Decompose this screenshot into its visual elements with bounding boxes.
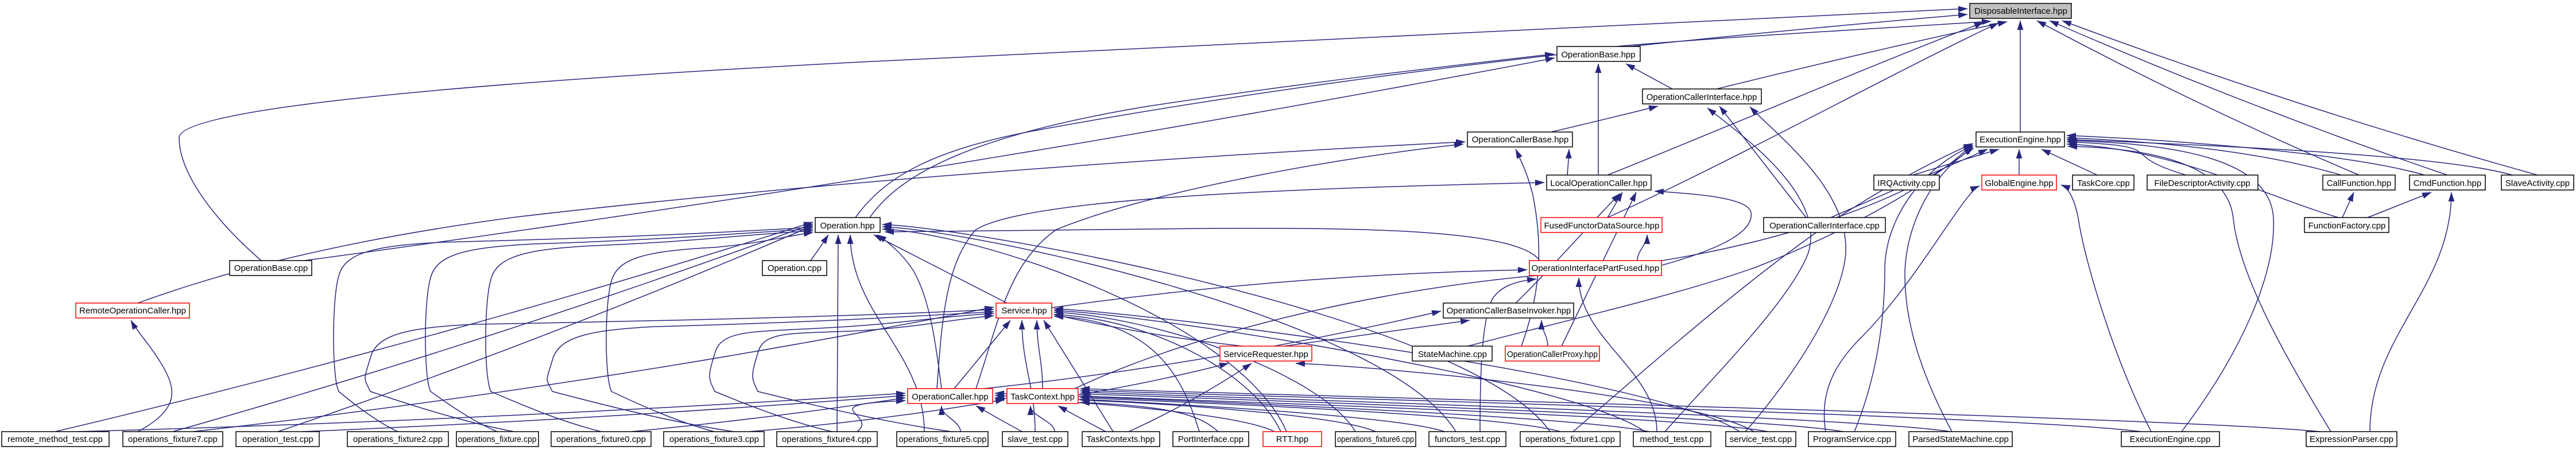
svg-text:Operation.hpp: Operation.hpp <box>820 221 874 231</box>
svg-text:operations_fixture2.cpp: operations_fixture2.cpp <box>353 435 443 444</box>
svg-text:Service.hpp: Service.hpp <box>1001 306 1047 316</box>
svg-text:OperationCallerBase.hpp: OperationCallerBase.hpp <box>1472 135 1568 145</box>
svg-text:GlobalEngine.hpp: GlobalEngine.hpp <box>1985 179 2053 188</box>
svg-text:OperationCaller.hpp: OperationCaller.hpp <box>912 392 988 402</box>
svg-text:ParsedStateMachine.cpp: ParsedStateMachine.cpp <box>1912 435 2009 444</box>
svg-text:ExecutionEngine.hpp: ExecutionEngine.hpp <box>1980 135 2061 145</box>
svg-text:operations_fixture6.cpp: operations_fixture6.cpp <box>1337 435 1414 444</box>
svg-text:Operation.cpp: Operation.cpp <box>768 263 822 273</box>
svg-text:OperationInterfacePartFused.hp: OperationInterfacePartFused.hpp <box>1532 263 1660 273</box>
svg-text:operation_test.cpp: operation_test.cpp <box>242 435 313 444</box>
svg-text:PortInterface.cpp: PortInterface.cpp <box>1178 435 1244 444</box>
svg-text:operations_fixture7.cpp: operations_fixture7.cpp <box>128 435 218 444</box>
svg-text:ExecutionEngine.cpp: ExecutionEngine.cpp <box>2130 435 2211 444</box>
svg-text:ExpressionParser.cpp: ExpressionParser.cpp <box>2310 435 2393 444</box>
svg-text:DisposableInterface.hpp: DisposableInterface.hpp <box>1974 6 2067 16</box>
svg-text:FusedFunctorDataSource.hpp: FusedFunctorDataSource.hpp <box>1544 221 1660 231</box>
svg-text:slave_test.cpp: slave_test.cpp <box>1008 435 1063 444</box>
svg-text:StateMachine.cpp: StateMachine.cpp <box>1418 350 1487 359</box>
svg-text:method_test.cpp: method_test.cpp <box>1640 435 1704 444</box>
svg-text:IRQActivity.cpp: IRQActivity.cpp <box>1877 179 1935 188</box>
svg-text:LocalOperationCaller.hpp: LocalOperationCaller.hpp <box>1550 179 1647 188</box>
svg-text:SlaveActivity.cpp: SlaveActivity.cpp <box>2505 179 2570 188</box>
svg-text:operations_fixture4.cpp: operations_fixture4.cpp <box>782 435 871 444</box>
svg-text:functors_test.cpp: functors_test.cpp <box>1435 435 1500 444</box>
svg-text:TaskContexts.hpp: TaskContexts.hpp <box>1086 435 1155 444</box>
svg-text:OperationCallerInterface.cpp: OperationCallerInterface.cpp <box>1769 221 1880 231</box>
svg-text:remote_method_test.cpp: remote_method_test.cpp <box>7 435 103 444</box>
svg-text:OperationBase.hpp: OperationBase.hpp <box>1561 50 1635 60</box>
svg-text:operations_fixture.cpp: operations_fixture.cpp <box>458 435 537 444</box>
svg-text:operations_fixture1.cpp: operations_fixture1.cpp <box>1525 435 1615 444</box>
svg-text:OperationBase.cpp: OperationBase.cpp <box>234 263 308 273</box>
svg-text:ServiceRequester.hpp: ServiceRequester.hpp <box>1223 350 1308 359</box>
svg-text:RemoteOperationCaller.hpp: RemoteOperationCaller.hpp <box>79 306 186 316</box>
svg-text:ProgramService.cpp: ProgramService.cpp <box>1813 435 1891 444</box>
svg-text:OperationCallerBaseInvoker.hpp: OperationCallerBaseInvoker.hpp <box>1447 306 1571 316</box>
svg-text:TaskContext.hpp: TaskContext.hpp <box>1010 392 1075 402</box>
svg-text:CallFunction.hpp: CallFunction.hpp <box>2327 179 2392 188</box>
svg-text:FileDescriptorActivity.cpp: FileDescriptorActivity.cpp <box>2154 179 2250 188</box>
svg-text:operations_fixture0.cpp: operations_fixture0.cpp <box>556 435 646 444</box>
svg-text:operations_fixture3.cpp: operations_fixture3.cpp <box>669 435 759 444</box>
svg-text:service_test.cpp: service_test.cpp <box>1730 435 1792 444</box>
svg-text:TaskCore.cpp: TaskCore.cpp <box>2077 179 2130 188</box>
svg-text:CmdFunction.hpp: CmdFunction.hpp <box>2414 179 2481 188</box>
svg-text:operations_fixture5.cpp: operations_fixture5.cpp <box>899 435 987 444</box>
svg-text:RTT.hpp: RTT.hpp <box>1276 435 1308 444</box>
svg-text:FunctionFactory.cpp: FunctionFactory.cpp <box>2308 221 2386 231</box>
svg-text:OperationCallerInterface.hpp: OperationCallerInterface.hpp <box>1647 92 1757 102</box>
svg-text:OperationCallerProxy.hpp: OperationCallerProxy.hpp <box>1507 350 1598 359</box>
